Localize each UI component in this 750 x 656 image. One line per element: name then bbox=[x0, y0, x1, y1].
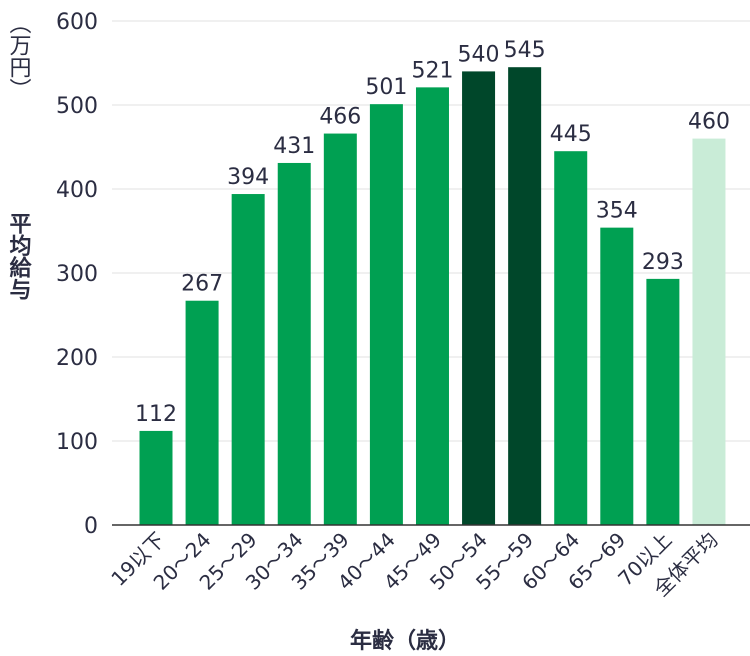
bar bbox=[231, 194, 265, 526]
value-label: 112 bbox=[135, 402, 177, 427]
y-unit-label: （万円） bbox=[6, 12, 32, 100]
bar bbox=[369, 104, 403, 525]
bar bbox=[462, 71, 496, 526]
bar bbox=[554, 151, 588, 525]
bar bbox=[185, 300, 219, 525]
bar bbox=[323, 133, 357, 525]
value-label: 460 bbox=[688, 110, 730, 135]
y-tick-label: 600 bbox=[56, 10, 98, 35]
bar bbox=[646, 278, 680, 525]
bar bbox=[277, 162, 311, 525]
y-tick-label: 0 bbox=[84, 514, 98, 539]
value-label: 293 bbox=[642, 250, 684, 275]
bar bbox=[692, 138, 726, 525]
value-label: 540 bbox=[458, 42, 500, 67]
value-label: 431 bbox=[273, 134, 315, 159]
value-label: 545 bbox=[504, 38, 546, 63]
bar bbox=[415, 87, 449, 526]
y-tick-label: 100 bbox=[56, 430, 98, 455]
y-tick-label: 400 bbox=[56, 178, 98, 203]
bars bbox=[139, 67, 726, 526]
y-axis-ticks: 0 100 200 300 400 500 600 bbox=[56, 10, 98, 539]
value-label: 466 bbox=[319, 105, 361, 130]
y-tick-label: 300 bbox=[56, 262, 98, 287]
value-label: 354 bbox=[596, 199, 638, 224]
y-axis-title: 平均給与 bbox=[6, 212, 32, 300]
bar bbox=[139, 430, 173, 525]
y-tick-label: 500 bbox=[56, 94, 98, 119]
x-axis-title: 年齢（歳） bbox=[350, 628, 460, 654]
x-axis-ticks: 19以下20〜2425〜2930〜3435〜3940〜4445〜4950〜545… bbox=[106, 528, 722, 602]
value-label: 501 bbox=[365, 75, 407, 100]
bar bbox=[508, 67, 542, 525]
value-label: 445 bbox=[550, 122, 592, 147]
value-label: 267 bbox=[181, 272, 223, 297]
value-label: 521 bbox=[411, 58, 453, 83]
bar bbox=[600, 227, 634, 525]
value-label: 394 bbox=[227, 165, 269, 190]
y-tick-label: 200 bbox=[56, 346, 98, 371]
